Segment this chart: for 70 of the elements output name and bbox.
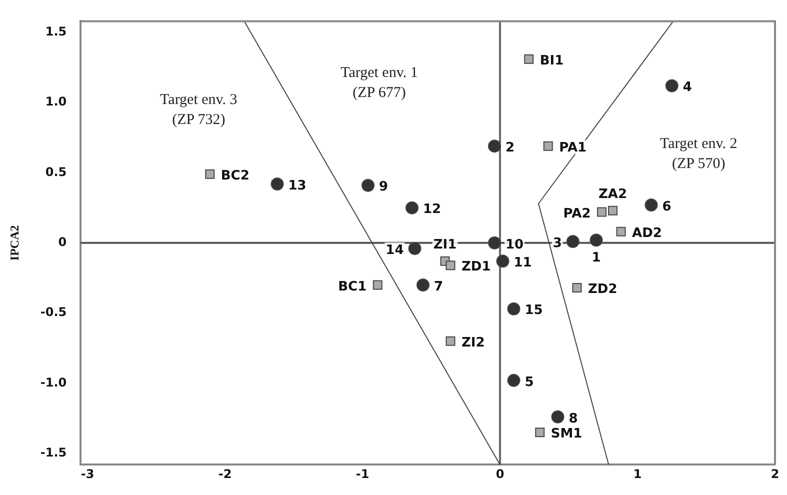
point	[551, 410, 564, 424]
y-tick-label: 1.0	[45, 94, 67, 109]
annotation: 8	[568, 411, 578, 426]
annotation: ZD2	[588, 282, 618, 298]
point	[507, 374, 520, 387]
x-tick-label: -1	[356, 466, 370, 481]
annotation: 7	[434, 279, 444, 294]
annotation: 10	[506, 237, 524, 252]
point	[408, 242, 422, 256]
point	[608, 206, 618, 216]
annotation: ZI2	[462, 335, 485, 350]
y-axis-title: IPCA2	[7, 225, 22, 261]
annotation: 5	[524, 374, 534, 390]
point	[566, 234, 580, 248]
annotation: 11	[514, 256, 532, 271]
x-tick-label: -2	[218, 466, 232, 481]
y-tick-label: -0.5	[40, 305, 67, 320]
annotation: 2	[506, 140, 515, 156]
point	[507, 302, 520, 316]
point	[535, 428, 545, 438]
point	[372, 280, 382, 290]
point	[590, 234, 603, 247]
annotation: 12	[423, 202, 442, 218]
y-tick-label: 0	[58, 235, 67, 250]
y-tick-label: -1.5	[40, 446, 67, 460]
annotation: PA1	[559, 140, 587, 156]
annotation: SM1	[550, 426, 582, 442]
x-tick-label: -3	[80, 466, 94, 481]
point	[572, 283, 582, 293]
annotation: 4	[682, 80, 692, 96]
point	[616, 226, 626, 236]
point	[362, 178, 375, 192]
annotation: ZI1	[433, 238, 457, 253]
point	[270, 177, 284, 190]
point	[524, 54, 534, 64]
point	[665, 79, 678, 92]
annotation: BC1	[338, 279, 367, 294]
annotation: 15	[524, 303, 543, 318]
annotation: Target env. 2 (ZP 570)	[660, 136, 738, 172]
point	[446, 260, 456, 270]
annotation: 6	[662, 199, 672, 214]
annotation: 14	[386, 242, 404, 258]
point	[406, 201, 419, 214]
point	[205, 169, 215, 179]
point	[446, 336, 456, 346]
point	[496, 254, 510, 268]
point	[416, 278, 430, 292]
annotation: 13	[288, 178, 306, 194]
x-tick-label: 2	[770, 466, 780, 481]
annotation: BC2	[220, 168, 250, 184]
point	[488, 140, 502, 153]
annotation: 3	[552, 236, 562, 251]
annotation: 1	[592, 250, 601, 266]
point	[597, 207, 606, 217]
annotation: Target env. 3 (ZP 732)	[160, 92, 238, 128]
point	[488, 236, 502, 250]
y-tick-label: -1.0	[40, 375, 67, 390]
annotation: Target env. 1 (ZP 677)	[340, 65, 418, 102]
y-tick-label: 1.5	[45, 24, 67, 39]
annotation: AD2	[632, 226, 662, 242]
x-tick-label: 1	[633, 466, 642, 481]
annotation: ZA2	[598, 187, 628, 202]
annotation: ZD1	[462, 260, 491, 275]
annotation: BI1	[540, 53, 564, 68]
point	[543, 141, 553, 151]
x-tick-label: 0	[496, 466, 504, 481]
y-tick-label: 0.5	[45, 164, 67, 179]
annotation: 9	[379, 180, 388, 195]
point	[644, 198, 658, 212]
annotation: PA2	[563, 206, 591, 222]
